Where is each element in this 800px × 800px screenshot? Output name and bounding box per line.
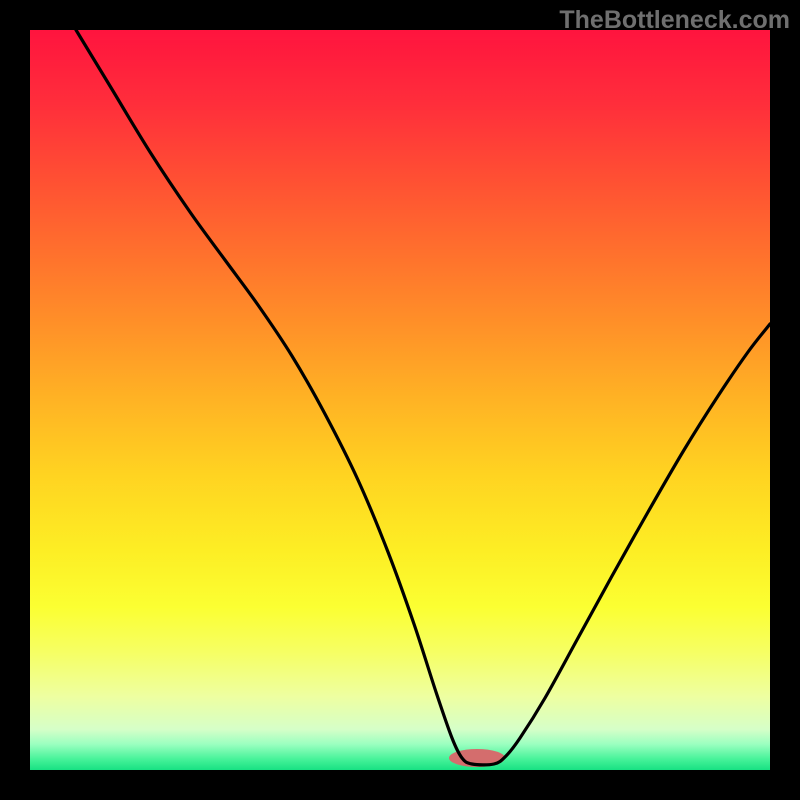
chart-svg bbox=[0, 0, 800, 800]
watermark-text: TheBottleneck.com bbox=[559, 6, 790, 35]
chart-canvas: TheBottleneck.com bbox=[0, 0, 800, 800]
plot-background bbox=[30, 30, 770, 770]
